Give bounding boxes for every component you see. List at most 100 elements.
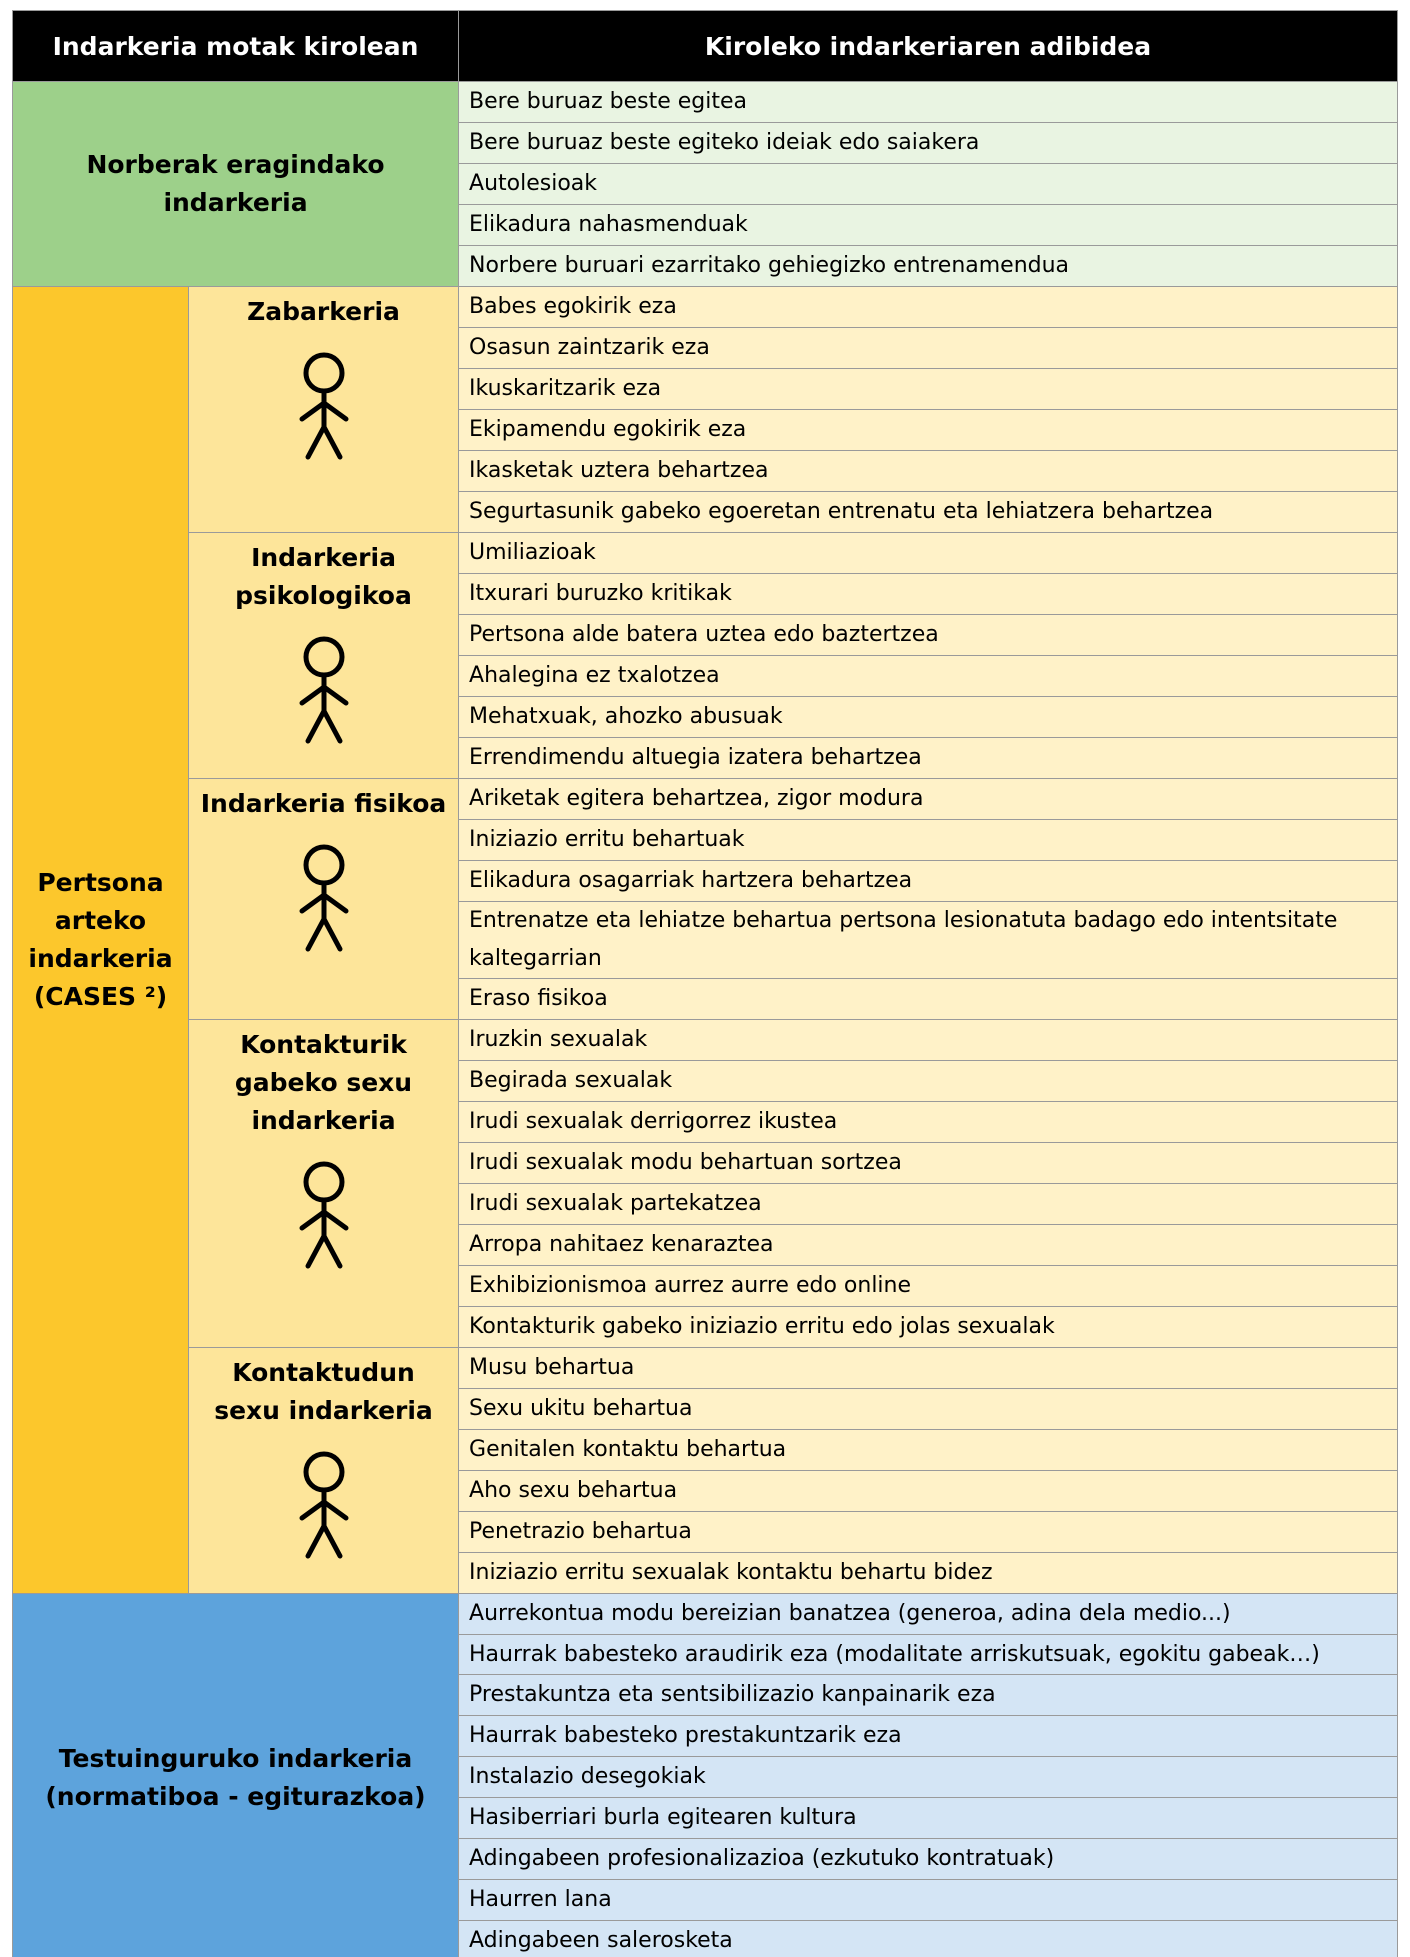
row: Entrenatze eta lehiatze behartua pertson… xyxy=(13,901,1398,979)
subcategory-cell: Indarkeria fisikoa xyxy=(187,778,460,1020)
row: Norbere buruari ezarritako gehiegizko en… xyxy=(13,245,1398,287)
row: Ikasketak uztera behartzea xyxy=(13,450,1398,492)
row: Pertsona arteko indarkeria (CASES ²) Zaba… xyxy=(12,286,1398,1594)
row: Itxurari buruzko kritikak xyxy=(13,573,1398,615)
row: Bere buruaz beste egiteko ideiak edo sai… xyxy=(13,122,1398,164)
subcategory-label: Kontaktudun sexu indarkeria xyxy=(214,1358,433,1425)
example: Norbere buruari ezarritako gehiegizko en… xyxy=(458,245,1398,287)
example: Elikadura osagarriak hartzera behartzea xyxy=(458,860,1398,902)
subcategory-label: Indarkeria fisikoa xyxy=(200,789,447,818)
row: Mehatxuak, ahozko abusuak xyxy=(13,696,1398,738)
example: Osasun zaintzarik eza xyxy=(458,327,1398,369)
category-cell: Testuinguruko indarkeria (normatiboa - e… xyxy=(11,1593,460,1957)
row: Haurrak babesteko araudirik eza (modalit… xyxy=(13,1634,1398,1675)
example: Iruzkin sexualak xyxy=(458,1019,1398,1061)
row: Genitalen kontaktu behartua xyxy=(13,1429,1398,1471)
subcategory-label: Kontakturik gabeko sexu indarkeria xyxy=(234,1030,413,1135)
header-row: Indarkeria motak kirolean Kiroleko indar… xyxy=(11,10,1398,82)
example: Entrenatze eta lehiatze behartua pertson… xyxy=(458,901,1398,979)
example: Kontakturik gabeko iniziazio erritu edo … xyxy=(458,1306,1398,1348)
example: Ikuskaritzarik eza xyxy=(458,368,1398,410)
subcategory-label: Zabarkeria xyxy=(247,297,400,326)
example: Adingabeen salerosketa xyxy=(458,1920,1398,1957)
example: Bere buruaz beste egiteko ideiak edo sai… xyxy=(458,122,1398,164)
category-label: Pertsona arteko indarkeria (CASES ²) xyxy=(28,868,173,1011)
icon xyxy=(299,1161,348,1269)
example: Begirada sexualak xyxy=(458,1060,1398,1102)
example: Irudi sexualak modu behartuan sortzea xyxy=(458,1142,1398,1184)
row: Testuinguruko indarkeria (normatiboa - e… xyxy=(11,1593,1398,1957)
example: Arropa nahitaez kenaraztea xyxy=(458,1224,1398,1266)
row: Ikuskaritzarik eza xyxy=(13,368,1398,410)
header-cell: Indarkeria motak kirolean xyxy=(11,10,460,82)
row: Ekipamendu egokirik eza xyxy=(13,409,1398,451)
row: Osasun zaintzarik eza xyxy=(13,327,1398,369)
row: Irudi sexualak partekatzea xyxy=(13,1183,1398,1225)
example: Iniziazio erritu sexualak kontaktu behar… xyxy=(458,1552,1398,1594)
row: Indarkeria fisikoa Ariketak egitera behar… xyxy=(13,778,1398,1020)
example: Instalazio desegokiak xyxy=(458,1756,1398,1798)
example: Irudi sexualak derrigorrez ikustea xyxy=(458,1101,1398,1143)
example: Prestakuntza eta sentsibilizazio kanpain… xyxy=(458,1674,1398,1716)
category-cell: Norberak eragindako indarkeria xyxy=(11,81,460,287)
example: Ikasketak uztera behartzea xyxy=(458,450,1398,492)
row: Kontakturik gabeko sexu indarkeria Iruzki… xyxy=(13,1019,1398,1348)
row: Irudi sexualak modu behartuan sortzea xyxy=(13,1142,1398,1184)
row: Prestakuntza eta sentsibilizazio kanpain… xyxy=(13,1674,1398,1716)
row: Adingabeen salerosketa xyxy=(13,1920,1398,1957)
example: Iniziazio erritu behartuak xyxy=(458,819,1398,861)
row: Begirada sexualak xyxy=(13,1060,1398,1102)
example: Bere buruaz beste egitea xyxy=(458,81,1398,123)
example: Mehatxuak, ahozko abusuak xyxy=(458,696,1398,738)
example: Sexu ukitu behartua xyxy=(458,1388,1398,1430)
example: Penetrazio behartua xyxy=(458,1511,1398,1553)
example: Haurrak babesteko araudirik eza (modalit… xyxy=(458,1634,1398,1675)
row: Eraso fisikoa xyxy=(13,978,1398,1020)
example: Ahalegina ez txalotzea xyxy=(458,655,1398,697)
icon xyxy=(299,636,348,744)
row: Iniziazio erritu behartuak xyxy=(13,819,1398,861)
subcategory-cell: Zabarkeria xyxy=(187,286,460,533)
row: Pertsona alde batera uztea edo baztertze… xyxy=(13,614,1398,656)
example: Exhibizionismoa aurrez aurre edo online xyxy=(458,1265,1398,1307)
example: Pertsona alde batera uztea edo baztertze… xyxy=(458,614,1398,656)
example: Musu behartua xyxy=(458,1347,1398,1389)
row: Arropa nahitaez kenaraztea xyxy=(13,1224,1398,1266)
example: Autolesioak xyxy=(458,163,1398,205)
example: Ekipamendu egokirik eza xyxy=(458,409,1398,451)
icon xyxy=(299,1451,348,1559)
row: Irudi sexualak derrigorrez ikustea xyxy=(13,1101,1398,1143)
example: Ariketak egitera behartzea, zigor modura xyxy=(458,778,1398,820)
row: Kontaktudun sexu indarkeria Musu behartua xyxy=(13,1347,1398,1594)
example: Adingabeen profesionalizazioa (ezkutuko … xyxy=(458,1838,1398,1880)
example: Umiliazioak xyxy=(458,532,1398,574)
subcategory-cell: Kontaktudun sexu indarkeria xyxy=(187,1347,460,1594)
icon xyxy=(299,844,348,952)
example: Babes egokirik eza xyxy=(458,286,1398,328)
example: Haurrak babesteko prestakuntzarik eza xyxy=(458,1715,1398,1757)
category-label: Norberak eragindako indarkeria xyxy=(86,150,385,217)
example: Itxurari buruzko kritikak xyxy=(458,573,1398,615)
subcategory-cell: Indarkeria psikologikoa xyxy=(187,532,460,779)
example: Errendimendu altuegia izatera behartzea xyxy=(458,737,1398,779)
example: Aho sexu behartua xyxy=(458,1470,1398,1512)
row: Elikadura osagarriak hartzera behartzea xyxy=(13,860,1398,902)
row: Hasiberriari burla egitearen kultura xyxy=(13,1797,1398,1839)
example: Eraso fisikoa xyxy=(458,978,1398,1020)
subcategory-cell: Kontakturik gabeko sexu indarkeria xyxy=(187,1019,460,1348)
icon xyxy=(299,352,348,460)
example: Segurtasunik gabeko egoeretan entrenatu … xyxy=(458,491,1398,533)
header-cell: Kiroleko indarkeriaren adibidea xyxy=(458,10,1398,82)
violence-table: Indarkeria motak kirolean Kiroleko indar… xyxy=(11,10,1398,1957)
row: Indarkeria psikologikoa Umiliazioak xyxy=(13,532,1398,779)
subcategory-label: Indarkeria psikologikoa xyxy=(235,543,412,610)
example: Genitalen kontaktu behartua xyxy=(458,1429,1398,1471)
row: Errendimendu altuegia izatera behartzea xyxy=(13,737,1398,779)
example: Elikadura nahasmenduak xyxy=(458,204,1398,246)
category-cell: Pertsona arteko indarkeria (CASES ²) xyxy=(12,286,189,1594)
row: Sexu ukitu behartua xyxy=(13,1388,1398,1430)
row: Aho sexu behartua xyxy=(13,1470,1398,1512)
row: Autolesioak xyxy=(13,163,1398,205)
row: Penetrazio behartua xyxy=(13,1511,1398,1553)
